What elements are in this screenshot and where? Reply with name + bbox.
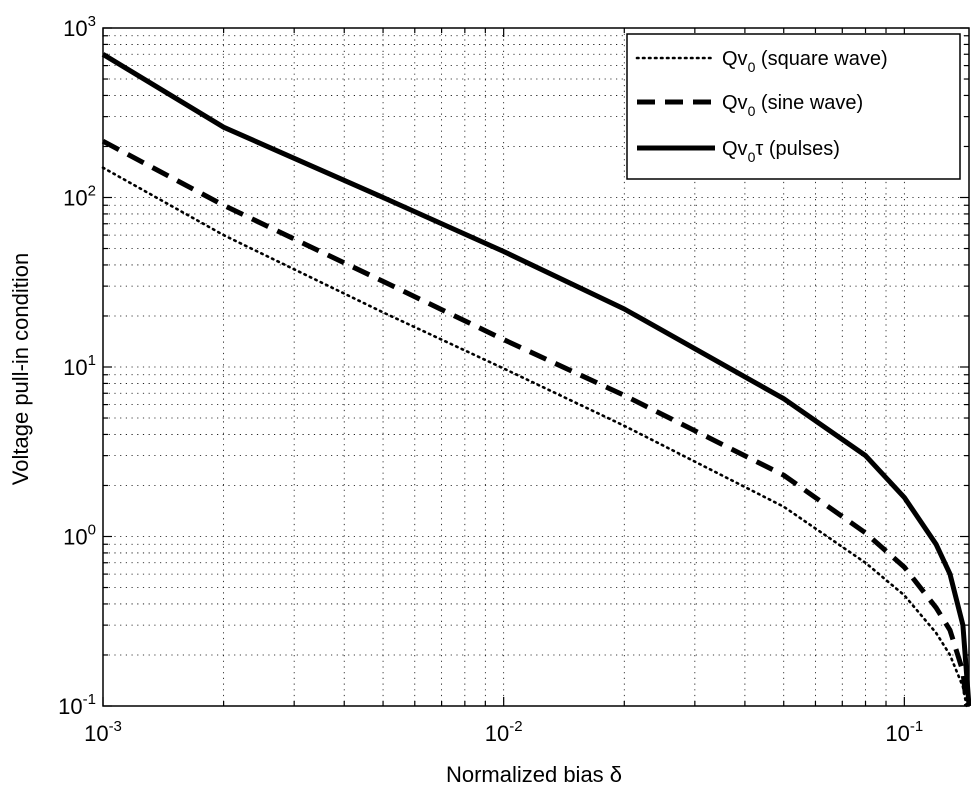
x-tick-label: 10-2: [485, 718, 523, 746]
x-tick-label: 10-1: [885, 718, 923, 746]
legend-box: [626, 33, 961, 180]
x-axis-label: Normalized bias δ: [446, 762, 622, 787]
x-tick-label: 10-3: [84, 718, 122, 746]
grid: [102, 27, 969, 707]
tick-labels: 10-3 10-2 10-1 10-1 100 101 102 103: [58, 13, 923, 746]
series-layer: [101, 52, 971, 708]
series-line-dotted: [101, 166, 968, 708]
y-tick-label: 10-1: [58, 691, 96, 719]
y-axis-label: Voltage pull-in condition: [8, 253, 33, 485]
series-line-dashed: [101, 138, 970, 707]
legend-entry-label: Qv0τ (pulses): [722, 138, 840, 165]
ticks: [102, 27, 969, 707]
legend: Qv0 (square wave) Qv0 (sine wave) Qv0τ (pu…: [626, 33, 961, 180]
y-tick-label: 101: [63, 352, 96, 380]
series-line-solid: [101, 52, 971, 707]
legend-entry-label: Qv0 (square wave): [722, 48, 888, 75]
y-tick-label: 103: [63, 13, 96, 41]
y-tick-label: 102: [63, 183, 96, 211]
y-tick-label: 100: [63, 522, 96, 550]
legend-entry-label: Qv0 (sine wave): [722, 92, 863, 119]
